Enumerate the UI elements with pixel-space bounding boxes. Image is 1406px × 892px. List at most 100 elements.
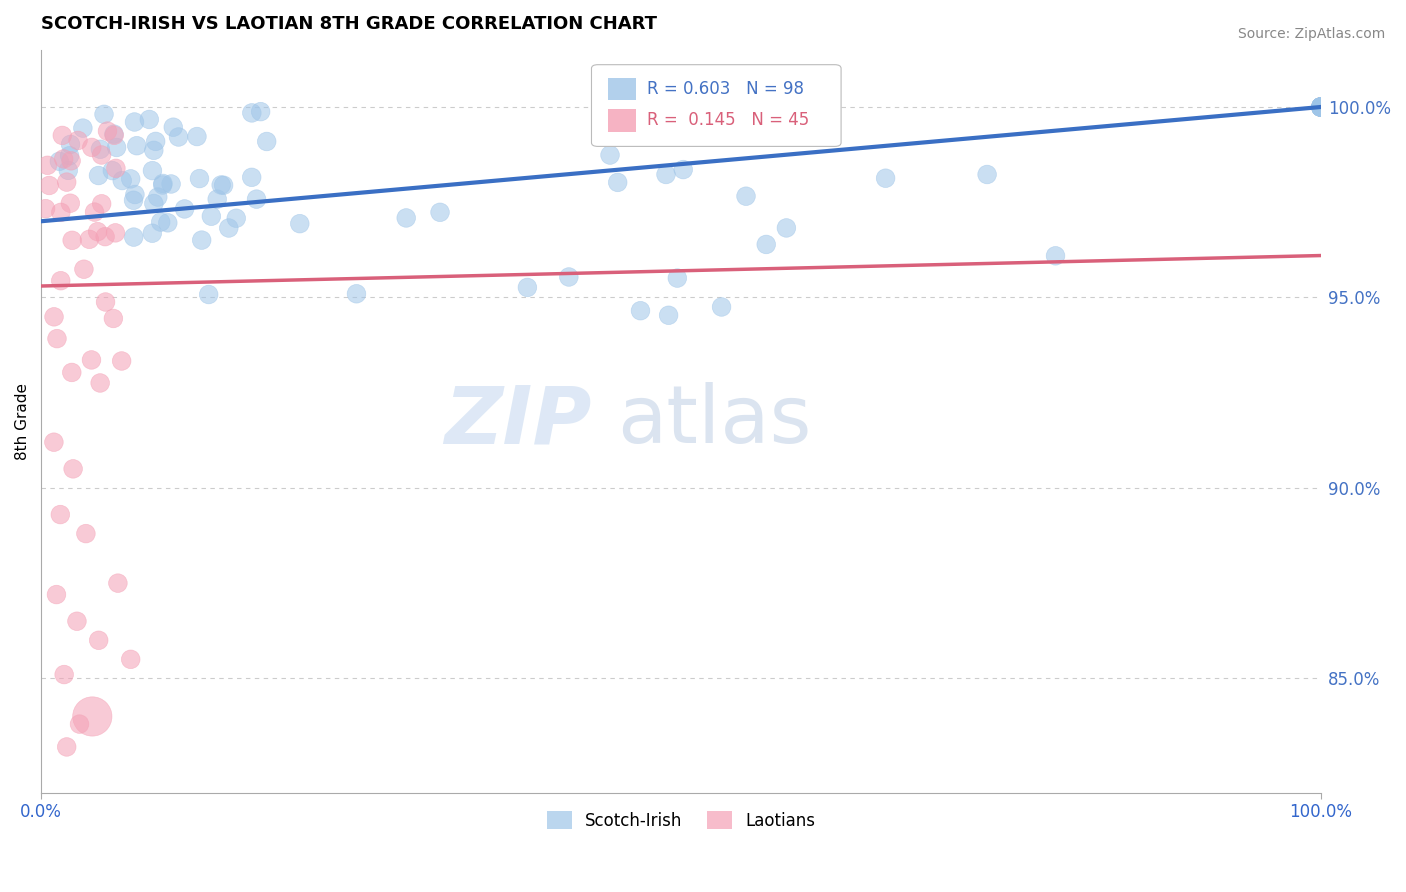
Point [1310,100,1333,114]
Point [87,169,110,183]
Point [240,170,263,185]
Point [212,178,235,193]
Point [124,187,146,202]
Point [1310,100,1333,114]
Point [1310,100,1333,114]
Point [83,205,105,219]
Point [156,216,179,230]
Point [190,233,212,247]
Point [87,633,110,648]
Point [141,226,163,240]
Point [67,133,90,147]
Point [89,142,111,156]
Point [80,140,103,154]
Point [1310,100,1333,114]
Point [138,112,160,127]
Point [55,739,77,754]
Bar [609,109,637,131]
Point [249,104,271,119]
Point [735,189,758,203]
Point [775,221,797,235]
Point [105,140,128,154]
Point [122,230,145,244]
Point [62,462,84,476]
Point [73,262,96,277]
Point [49,508,72,522]
Point [755,237,778,252]
Point [516,280,538,294]
Point [875,171,897,186]
Point [655,168,678,182]
Point [1310,100,1333,114]
Point [240,106,263,120]
Text: ZIP: ZIP [444,383,592,460]
Point [94,229,117,244]
Point [93,107,115,121]
Point [72,121,94,136]
Point [218,221,240,235]
Point [209,178,232,192]
Point [256,135,278,149]
Point [94,295,117,310]
Point [188,171,211,186]
Point [60,233,83,247]
Point [1310,100,1333,114]
Point [1310,100,1333,114]
Point [1310,100,1333,114]
Point [141,163,163,178]
Point [142,196,165,211]
Point [49,274,72,288]
Point [1310,100,1333,114]
Point [167,130,190,145]
Point [1310,100,1333,114]
Point [104,161,127,176]
Point [103,311,125,326]
Point [45,588,67,602]
Point [976,168,998,182]
Point [46,332,69,346]
Point [152,177,174,191]
Point [658,308,681,322]
Point [42,310,65,324]
Point [346,286,368,301]
Point [124,115,146,129]
Point [111,354,134,368]
Point [1310,100,1333,114]
Point [96,124,118,138]
Point [205,192,228,206]
FancyBboxPatch shape [592,65,841,146]
Point [1310,100,1333,114]
Text: Source: ZipAtlas.com: Source: ZipAtlas.com [1237,27,1385,41]
Point [49,205,72,219]
Point [1310,100,1333,114]
Point [672,162,695,177]
Point [103,128,125,143]
Point [52,152,75,166]
Point [1310,100,1333,114]
Point [149,215,172,229]
Point [66,614,89,628]
Point [37,158,59,172]
Point [34,202,56,216]
Point [197,287,219,301]
Point [90,148,112,162]
Point [1310,100,1333,114]
Point [90,196,112,211]
Bar [609,78,637,100]
Point [599,148,621,162]
Point [1310,100,1333,114]
Text: R = 0.603   N = 98: R = 0.603 N = 98 [647,80,803,98]
Point [1045,249,1067,263]
Point [1310,100,1333,114]
Point [42,435,65,450]
Point [120,172,142,186]
Point [173,202,195,216]
Point [125,138,148,153]
Point [59,196,82,211]
Point [429,205,451,219]
Text: SCOTCH-IRISH VS LAOTIAN 8TH GRADE CORRELATION CHART: SCOTCH-IRISH VS LAOTIAN 8TH GRADE CORREL… [41,15,657,33]
Point [69,717,91,731]
Point [710,300,733,314]
Point [1310,100,1333,114]
Point [60,153,83,168]
